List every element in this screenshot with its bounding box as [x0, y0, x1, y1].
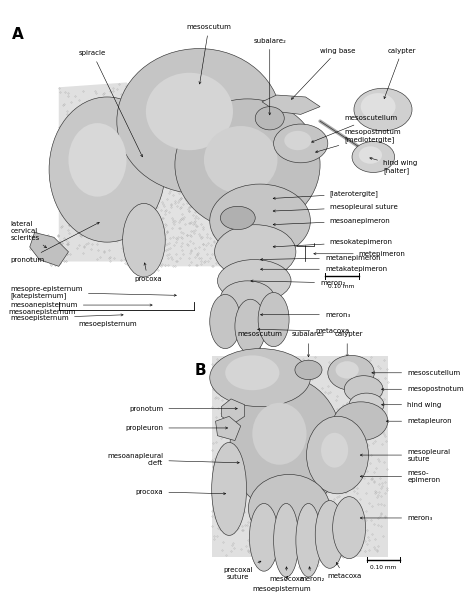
Ellipse shape: [336, 361, 359, 379]
Ellipse shape: [328, 356, 374, 390]
Text: mesoanepisternum: mesoanepisternum: [9, 309, 76, 315]
Polygon shape: [212, 356, 388, 557]
Ellipse shape: [146, 73, 233, 150]
Text: wing base: wing base: [292, 48, 356, 99]
Text: mesocoxa: mesocoxa: [270, 567, 305, 582]
Ellipse shape: [225, 356, 280, 390]
Ellipse shape: [255, 107, 284, 130]
Text: mesoepisternum: mesoepisternum: [10, 314, 123, 321]
Text: mesoscutum: mesoscutum: [237, 331, 283, 337]
Text: meron₂: meron₂: [300, 567, 325, 582]
Text: mesopostnotum: mesopostnotum: [382, 386, 464, 392]
Text: precoxal
suture: precoxal suture: [223, 561, 261, 580]
Ellipse shape: [273, 124, 328, 163]
Text: meron₃: meron₃: [261, 312, 350, 318]
Ellipse shape: [220, 281, 274, 316]
Ellipse shape: [349, 393, 384, 416]
Text: A: A: [12, 28, 24, 42]
Text: B: B: [194, 363, 206, 378]
Polygon shape: [262, 95, 320, 115]
Ellipse shape: [284, 131, 311, 150]
Text: mesoanapleural
cleft: mesoanapleural cleft: [107, 454, 239, 466]
Text: mesoscutum: mesoscutum: [186, 25, 231, 84]
Ellipse shape: [334, 402, 388, 441]
Ellipse shape: [307, 416, 368, 494]
Text: mesoepisternum: mesoepisternum: [78, 321, 137, 327]
Text: spiracle: spiracle: [79, 50, 143, 157]
Text: procoxa: procoxa: [134, 263, 162, 282]
Text: metapleuron: metapleuron: [386, 418, 452, 424]
Text: [laterotergite]: [laterotergite]: [273, 191, 379, 199]
Text: mesoscutellum: mesoscutellum: [311, 115, 397, 142]
Text: mesopleural suture: mesopleural suture: [273, 204, 398, 212]
Text: calypter: calypter: [384, 48, 416, 99]
Text: pronotum: pronotum: [129, 406, 237, 411]
Ellipse shape: [258, 292, 289, 347]
Polygon shape: [221, 399, 245, 424]
Ellipse shape: [248, 474, 330, 542]
Text: meron₃: meron₃: [360, 515, 432, 521]
Text: subalare₂: subalare₂: [253, 38, 286, 115]
Ellipse shape: [210, 349, 310, 406]
Ellipse shape: [49, 97, 165, 242]
Ellipse shape: [123, 204, 165, 277]
Ellipse shape: [210, 294, 241, 349]
Ellipse shape: [218, 259, 291, 302]
Ellipse shape: [175, 99, 320, 230]
Ellipse shape: [235, 299, 266, 354]
Text: 0.10 mm: 0.10 mm: [328, 284, 355, 289]
Text: meso-
epimeron: meso- epimeron: [360, 470, 440, 483]
Ellipse shape: [273, 503, 299, 577]
Ellipse shape: [210, 184, 310, 257]
Text: mesoscutellum: mesoscutellum: [372, 370, 460, 376]
Ellipse shape: [354, 88, 412, 131]
Ellipse shape: [352, 142, 394, 172]
Ellipse shape: [361, 93, 396, 120]
Ellipse shape: [333, 497, 365, 558]
Text: mesopleural
suture: mesopleural suture: [360, 449, 450, 462]
Ellipse shape: [220, 207, 255, 229]
Text: lateral
cervical
sclerites: lateral cervical sclerites: [10, 221, 46, 248]
Ellipse shape: [117, 48, 282, 194]
Text: hind wing
[halter]: hind wing [halter]: [370, 158, 417, 173]
Ellipse shape: [344, 376, 383, 403]
Text: mesoanepimeron: mesoanepimeron: [273, 218, 391, 226]
Ellipse shape: [321, 433, 348, 468]
Text: metakatepimeron: metakatepimeron: [261, 266, 387, 272]
Polygon shape: [216, 416, 241, 441]
Text: pronotum: pronotum: [10, 223, 99, 262]
Ellipse shape: [252, 403, 307, 465]
Ellipse shape: [212, 443, 246, 535]
Text: subalare₂: subalare₂: [292, 331, 325, 337]
Ellipse shape: [204, 126, 277, 194]
Polygon shape: [59, 82, 190, 262]
Polygon shape: [30, 232, 68, 266]
Text: mesokatepimeron: mesokatepimeron: [273, 239, 393, 248]
Ellipse shape: [359, 147, 382, 164]
Text: procoxa: procoxa: [136, 489, 226, 495]
Ellipse shape: [315, 501, 344, 568]
Text: mesopostnotum
[mediotergite]: mesopostnotum [mediotergite]: [316, 129, 401, 153]
Text: mesopre-episternum
[katepisternum]: mesopre-episternum [katepisternum]: [10, 286, 176, 299]
Ellipse shape: [249, 503, 278, 571]
Ellipse shape: [68, 123, 127, 197]
Text: propleuron: propleuron: [125, 425, 228, 431]
Ellipse shape: [296, 503, 321, 577]
Text: metanepimeron: metanepimeron: [261, 254, 381, 261]
Text: meron₂: meron₂: [251, 280, 346, 286]
Ellipse shape: [295, 360, 322, 379]
Text: metacoxa: metacoxa: [258, 328, 349, 334]
Text: calypter: calypter: [335, 331, 364, 337]
Text: mesoepisternum: mesoepisternum: [252, 576, 310, 592]
Text: metacoxa: metacoxa: [327, 563, 361, 579]
Ellipse shape: [215, 225, 296, 279]
Ellipse shape: [230, 378, 342, 513]
Text: 0.10 mm: 0.10 mm: [370, 565, 396, 570]
Text: hind wing: hind wing: [382, 402, 441, 408]
Text: mesoanepisternum: mesoanepisternum: [10, 302, 152, 308]
Polygon shape: [160, 135, 286, 266]
Text: metepimeron: metepimeron: [314, 251, 406, 257]
